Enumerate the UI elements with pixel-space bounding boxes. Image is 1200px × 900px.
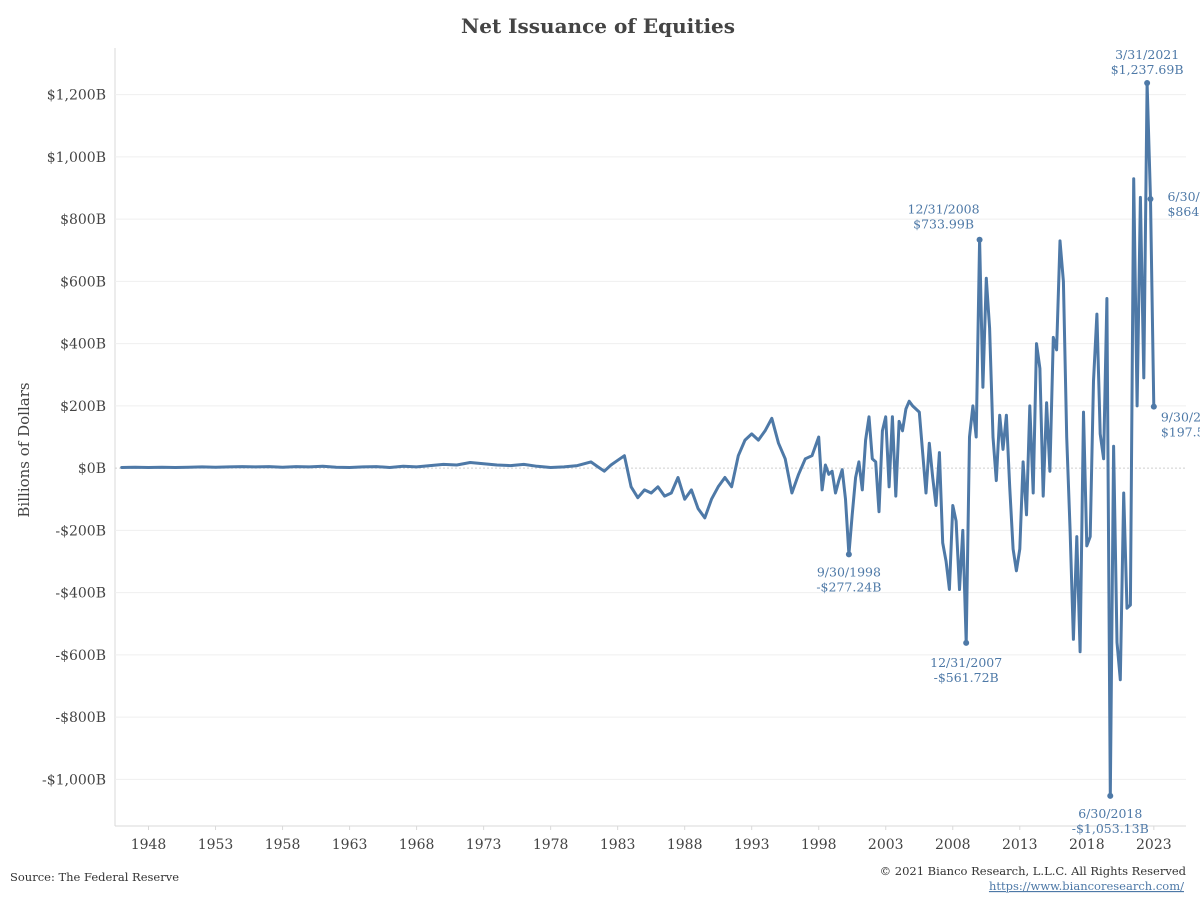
annotation-marker xyxy=(1147,196,1154,203)
annotation-value: $1,237.69B xyxy=(1111,62,1184,77)
y-tick-label: $0B xyxy=(78,461,106,477)
annotation-marker xyxy=(976,236,983,243)
x-tick-label: 1948 xyxy=(131,837,167,853)
x-tick-label: 1993 xyxy=(734,837,770,853)
annotation-marker xyxy=(1150,403,1157,410)
annotation-date: 6/30/2021 xyxy=(1167,189,1200,204)
y-tick-label: $1,000B xyxy=(47,150,106,166)
annotation-value: $733.99B xyxy=(913,217,974,232)
x-tick-label: 1978 xyxy=(533,837,569,853)
x-tick-label: 1983 xyxy=(600,837,636,853)
source-note: Source: The Federal Reserve xyxy=(10,870,179,884)
x-tick-label: 2018 xyxy=(1069,837,1105,853)
annotation-value: -$277.24B xyxy=(816,579,881,594)
chart-title: Net Issuance of Equities xyxy=(461,14,735,38)
y-tick-label: $400B xyxy=(60,337,106,353)
y-tick-label: $600B xyxy=(60,274,106,290)
website-link[interactable]: https://www.biancoresearch.com/ xyxy=(989,879,1184,893)
annotation-date: 12/31/2008 xyxy=(908,202,980,217)
y-tick-label: -$800B xyxy=(55,710,106,726)
x-tick-label: 1988 xyxy=(667,837,703,853)
copyright-note: © 2021 Bianco Research, L.L.C. All Right… xyxy=(880,864,1187,878)
x-tick-label: 1958 xyxy=(265,837,301,853)
y-tick-label: -$200B xyxy=(55,523,106,539)
annotation-value: $197.52B xyxy=(1161,425,1200,440)
x-axis-ticks: 1948 1953 1958 1963 1968 1973 1978 1983 1988 1993… xyxy=(131,826,1172,853)
annotation-value: -$561.72B xyxy=(934,670,999,685)
y-tick-label: -$400B xyxy=(55,586,106,602)
y-tick-label: $1,200B xyxy=(47,88,106,104)
y-tick-label: -$600B xyxy=(55,648,106,664)
annotation-date: 12/31/2007 xyxy=(930,655,1002,670)
y-tick-label: $200B xyxy=(60,399,106,415)
annotations: 9/30/1998-$277.24B 12/31/2007-$561.72B 12/… xyxy=(816,47,1200,836)
y-tick-label: -$1,000B xyxy=(42,772,106,788)
x-tick-label: 1953 xyxy=(198,837,234,853)
series-line xyxy=(120,81,1156,798)
x-tick-label: 2023 xyxy=(1136,837,1172,853)
y-tick-label: $800B xyxy=(60,212,106,228)
annotation-value: -$1,053.13B xyxy=(1072,821,1149,836)
annotation-marker xyxy=(963,639,970,646)
annotation-value: $864.64B xyxy=(1167,204,1200,219)
x-tick-label: 1998 xyxy=(801,837,837,853)
annotation-date: 9/30/1998 xyxy=(817,564,881,579)
y-axis-ticks: $1,200B $1,000B $800B $600B $400B $200B $0B -$2… xyxy=(42,88,106,789)
annotation-marker xyxy=(1144,79,1151,86)
annotation-date: 9/30/2021 xyxy=(1161,410,1200,425)
x-tick-label: 2003 xyxy=(868,837,904,853)
y-axis-label: Billions of Dollars xyxy=(15,382,33,517)
x-tick-label: 1968 xyxy=(399,837,435,853)
annotation-date: 6/30/2018 xyxy=(1078,806,1142,821)
series-layer xyxy=(120,81,1156,798)
x-tick-label: 2013 xyxy=(1002,837,1038,853)
annotation-marker xyxy=(845,551,852,558)
annotation-marker xyxy=(1107,792,1114,799)
x-tick-label: 1963 xyxy=(332,837,368,853)
x-tick-label: 1973 xyxy=(466,837,502,853)
annotation-date: 3/31/2021 xyxy=(1115,47,1179,62)
gridlines xyxy=(114,48,1186,827)
x-tick-label: 2008 xyxy=(935,837,971,853)
